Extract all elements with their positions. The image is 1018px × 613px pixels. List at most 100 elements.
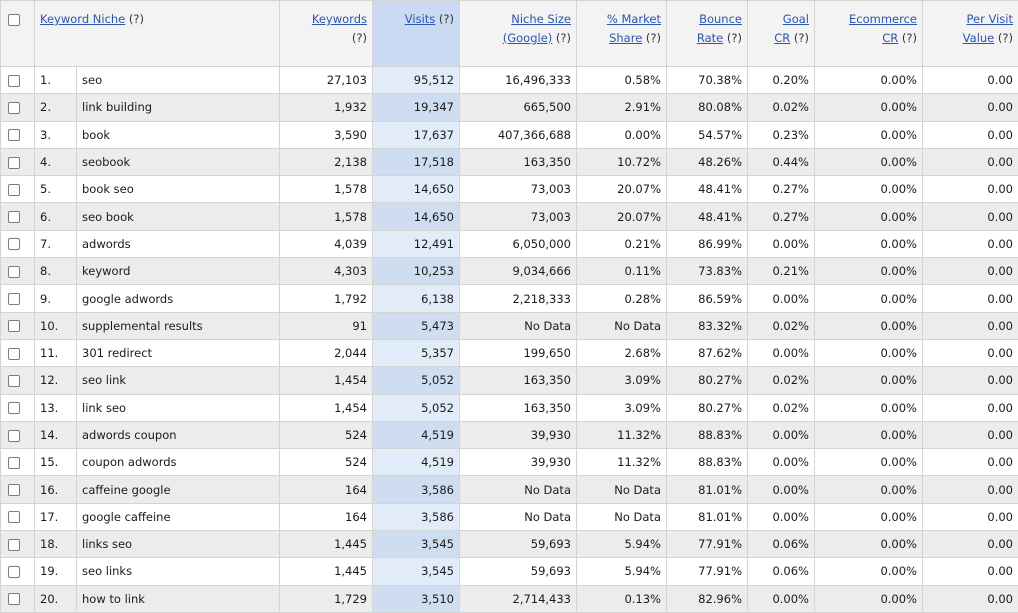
row-checkbox[interactable]	[8, 402, 20, 414]
row-visits: 14,650	[373, 176, 460, 203]
sort-visits-link[interactable]: Visits	[405, 12, 436, 26]
row-niche-size: No Data	[460, 312, 577, 339]
sort-ecommerce-cr-link-2[interactable]: CR	[882, 31, 898, 45]
row-checkbox[interactable]	[8, 511, 20, 523]
sort-niche-size-link-2[interactable]: (Google)	[503, 31, 553, 45]
row-bounce-rate: 83.32%	[667, 312, 748, 339]
row-per-visit-value: 0.00	[923, 503, 1018, 530]
sort-market-share-link-2[interactable]: Share	[609, 31, 642, 45]
row-rank: 12.	[35, 367, 77, 394]
row-rank: 5.	[35, 176, 77, 203]
row-goal-cr: 0.27%	[748, 203, 815, 230]
row-market-share: 3.09%	[577, 394, 667, 421]
row-keyword: links seo	[77, 531, 280, 558]
row-visits: 3,510	[373, 585, 460, 612]
row-visits: 4,519	[373, 449, 460, 476]
sort-keywords-link[interactable]: Keywords	[312, 12, 367, 26]
row-goal-cr: 0.23%	[748, 121, 815, 148]
help-bounce-rate-icon[interactable]: (?)	[727, 31, 742, 45]
help-visits-icon[interactable]: (?)	[439, 12, 454, 26]
row-visits: 10,253	[373, 258, 460, 285]
row-visits: 17,518	[373, 148, 460, 175]
row-rank: 14.	[35, 421, 77, 448]
row-niche-size: 16,496,333	[460, 67, 577, 94]
row-market-share: 0.13%	[577, 585, 667, 612]
row-checkbox[interactable]	[8, 348, 20, 360]
row-visits: 12,491	[373, 230, 460, 257]
row-checkbox[interactable]	[8, 320, 20, 332]
row-ecommerce-cr: 0.00%	[815, 585, 923, 612]
row-bounce-rate: 81.01%	[667, 503, 748, 530]
help-ecommerce-cr-icon[interactable]: (?)	[902, 31, 917, 45]
row-checkbox[interactable]	[8, 539, 20, 551]
row-bounce-rate: 88.83%	[667, 421, 748, 448]
row-checkbox[interactable]	[8, 266, 20, 278]
row-rank: 4.	[35, 148, 77, 175]
row-keywords: 164	[280, 476, 373, 503]
sort-goal-cr-link-2[interactable]: CR	[774, 31, 790, 45]
help-keyword-niche-icon[interactable]: (?)	[129, 12, 144, 26]
row-goal-cr: 0.00%	[748, 476, 815, 503]
row-market-share: 20.07%	[577, 203, 667, 230]
row-ecommerce-cr: 0.00%	[815, 94, 923, 121]
help-per-visit-value-icon[interactable]: (?)	[998, 31, 1013, 45]
row-market-share: 0.28%	[577, 285, 667, 312]
row-niche-size: 163,350	[460, 148, 577, 175]
row-visits: 95,512	[373, 67, 460, 94]
row-checkbox[interactable]	[8, 457, 20, 469]
row-keywords: 91	[280, 312, 373, 339]
sort-bounce-rate-link[interactable]: Bounce	[699, 12, 742, 26]
row-keyword: seobook	[77, 148, 280, 175]
row-select-cell	[1, 585, 35, 612]
row-rank: 6.	[35, 203, 77, 230]
row-checkbox[interactable]	[8, 157, 20, 169]
row-keywords: 1,729	[280, 585, 373, 612]
sort-bounce-rate-link-2[interactable]: Rate	[697, 31, 723, 45]
header-per-visit-value: Per Visit Value (?)	[923, 1, 1018, 67]
row-keyword: link seo	[77, 394, 280, 421]
row-checkbox[interactable]	[8, 75, 20, 87]
row-checkbox[interactable]	[8, 430, 20, 442]
sort-ecommerce-cr-link[interactable]: Ecommerce	[849, 12, 917, 26]
row-keywords: 164	[280, 503, 373, 530]
row-checkbox[interactable]	[8, 211, 20, 223]
help-market-share-icon[interactable]: (?)	[646, 31, 661, 45]
help-niche-size-icon[interactable]: (?)	[556, 31, 571, 45]
row-checkbox[interactable]	[8, 293, 20, 305]
row-checkbox[interactable]	[8, 566, 20, 578]
help-goal-cr-icon[interactable]: (?)	[794, 31, 809, 45]
sort-keyword-niche-link[interactable]: Keyword Niche	[40, 12, 125, 26]
sort-market-share-link[interactable]: % Market	[607, 12, 661, 26]
sort-niche-size-link[interactable]: Niche Size	[511, 12, 571, 26]
row-ecommerce-cr: 0.00%	[815, 312, 923, 339]
row-keyword: google adwords	[77, 285, 280, 312]
sort-per-visit-value-link[interactable]: Per Visit	[967, 12, 1014, 26]
row-per-visit-value: 0.00	[923, 449, 1018, 476]
select-all-checkbox[interactable]	[8, 14, 20, 26]
row-checkbox[interactable]	[8, 238, 20, 250]
header-ecommerce-cr: Ecommerce CR (?)	[815, 1, 923, 67]
row-goal-cr: 0.27%	[748, 176, 815, 203]
sort-goal-cr-link[interactable]: Goal	[783, 12, 809, 26]
row-visits: 5,357	[373, 339, 460, 366]
row-checkbox[interactable]	[8, 102, 20, 114]
row-keywords: 524	[280, 421, 373, 448]
row-checkbox[interactable]	[8, 593, 20, 605]
row-keyword: supplemental results	[77, 312, 280, 339]
row-checkbox[interactable]	[8, 375, 20, 387]
row-checkbox[interactable]	[8, 484, 20, 496]
help-keywords-icon[interactable]: (?)	[352, 31, 367, 45]
row-market-share: No Data	[577, 312, 667, 339]
row-niche-size: 2,218,333	[460, 285, 577, 312]
row-keyword: book seo	[77, 176, 280, 203]
row-checkbox[interactable]	[8, 184, 20, 196]
row-ecommerce-cr: 0.00%	[815, 367, 923, 394]
row-checkbox[interactable]	[8, 129, 20, 141]
row-market-share: 0.00%	[577, 121, 667, 148]
sort-per-visit-value-link-2[interactable]: Value	[963, 31, 995, 45]
row-market-share: 0.21%	[577, 230, 667, 257]
